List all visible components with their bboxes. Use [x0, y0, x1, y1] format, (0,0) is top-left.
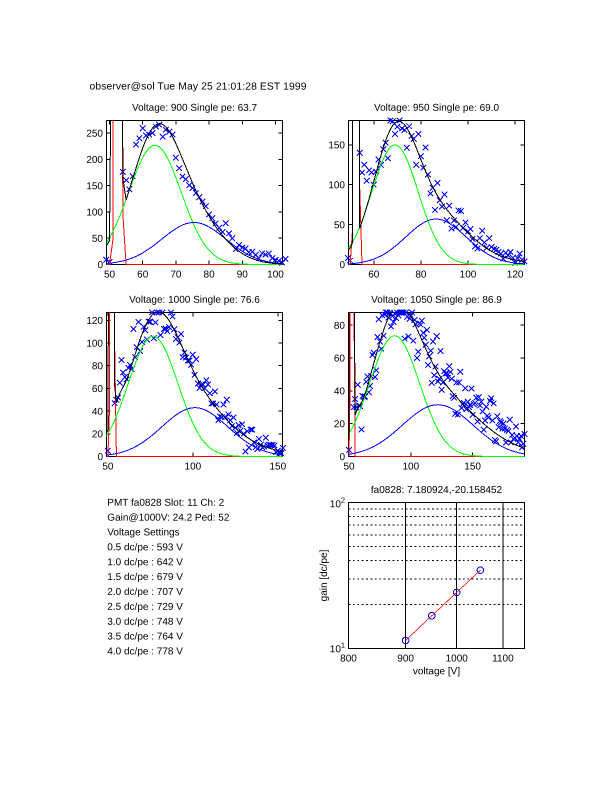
svg-text:100: 100 — [267, 269, 284, 280]
svg-text:80: 80 — [334, 321, 346, 332]
svg-text:1100: 1100 — [492, 653, 514, 664]
svg-text:Voltage: 900 Single pe: 63.7: Voltage: 900 Single pe: 63.7 — [132, 103, 258, 114]
svg-text:100: 100 — [86, 207, 103, 218]
svg-text:120: 120 — [86, 316, 103, 327]
svg-text:70: 70 — [170, 269, 182, 280]
svg-text:Voltage Settings: Voltage Settings — [107, 527, 179, 538]
svg-text:100: 100 — [328, 180, 345, 191]
svg-text:1.5 dc/pe : 679 V: 1.5 dc/pe : 679 V — [107, 572, 183, 583]
svg-text:80: 80 — [92, 361, 104, 372]
svg-text:60: 60 — [334, 353, 346, 364]
svg-text:gain [dc/pe]: gain [dc/pe] — [319, 549, 330, 601]
svg-text:200: 200 — [86, 155, 103, 166]
svg-text:Gain@1000V: 24.2 Ped: 52: Gain@1000V: 24.2 Ped: 52 — [107, 513, 230, 524]
svg-text:voltage [V]: voltage [V] — [413, 666, 460, 677]
svg-text:Voltage: 950 Single pe: 69.0: Voltage: 950 Single pe: 69.0 — [374, 103, 500, 114]
svg-text:150: 150 — [86, 181, 103, 192]
svg-text:80: 80 — [204, 269, 216, 280]
svg-text:0: 0 — [339, 452, 345, 463]
svg-text:60: 60 — [368, 269, 380, 280]
svg-text:150: 150 — [269, 461, 286, 472]
svg-text:1.0 dc/pe : 642 V: 1.0 dc/pe : 642 V — [107, 557, 183, 568]
svg-text:800: 800 — [340, 653, 357, 664]
svg-text:100: 100 — [402, 461, 419, 472]
svg-text:20: 20 — [92, 429, 104, 440]
svg-text:40: 40 — [92, 407, 104, 418]
svg-text:60: 60 — [137, 269, 149, 280]
svg-text:3.0 dc/pe : 748 V: 3.0 dc/pe : 748 V — [107, 617, 183, 628]
svg-text:0: 0 — [97, 260, 103, 271]
svg-text:150: 150 — [464, 461, 481, 472]
svg-text:50: 50 — [343, 461, 355, 472]
svg-text:observer@sol Tue May 25 21:01:: observer@sol Tue May 25 21:01:28 EST 199… — [89, 82, 306, 93]
svg-text:90: 90 — [237, 269, 249, 280]
svg-text:100: 100 — [460, 269, 477, 280]
svg-text:0: 0 — [339, 260, 345, 271]
svg-text:3.5 dc/pe : 764 V: 3.5 dc/pe : 764 V — [107, 632, 183, 643]
svg-text:80: 80 — [415, 269, 427, 280]
svg-text:900: 900 — [397, 653, 414, 664]
svg-text:40: 40 — [334, 386, 346, 397]
svg-text:250: 250 — [86, 129, 103, 140]
svg-text:50: 50 — [92, 234, 104, 245]
svg-text:100: 100 — [86, 339, 103, 350]
svg-text:Voltage: 1050 Single pe: 86.9: Voltage: 1050 Single pe: 86.9 — [371, 295, 502, 306]
svg-text:150: 150 — [328, 140, 345, 151]
svg-text:50: 50 — [334, 220, 346, 231]
svg-text:PMT fa0828 Slot: 11 Ch: 2: PMT fa0828 Slot: 11 Ch: 2 — [107, 498, 224, 509]
svg-text:0.5 dc/pe : 593 V: 0.5 dc/pe : 593 V — [107, 542, 183, 553]
svg-text:120: 120 — [507, 269, 524, 280]
svg-text:50: 50 — [102, 461, 114, 472]
svg-text:Voltage: 1000 Single pe: 76.6: Voltage: 1000 Single pe: 76.6 — [129, 295, 260, 306]
svg-text:fa0828: 7.180924,-20.158452: fa0828: 7.180924,-20.158452 — [371, 485, 503, 496]
svg-text:50: 50 — [104, 269, 116, 280]
svg-text:20: 20 — [334, 419, 346, 430]
svg-text:2.0 dc/pe : 707 V: 2.0 dc/pe : 707 V — [107, 587, 183, 598]
svg-text:0: 0 — [97, 452, 103, 463]
svg-text:2.5 dc/pe : 729 V: 2.5 dc/pe : 729 V — [107, 602, 183, 613]
svg-text:1000: 1000 — [446, 653, 469, 664]
svg-text:60: 60 — [92, 384, 104, 395]
svg-text:100: 100 — [185, 461, 202, 472]
svg-text:4.0 dc/pe : 778 V: 4.0 dc/pe : 778 V — [107, 646, 183, 657]
